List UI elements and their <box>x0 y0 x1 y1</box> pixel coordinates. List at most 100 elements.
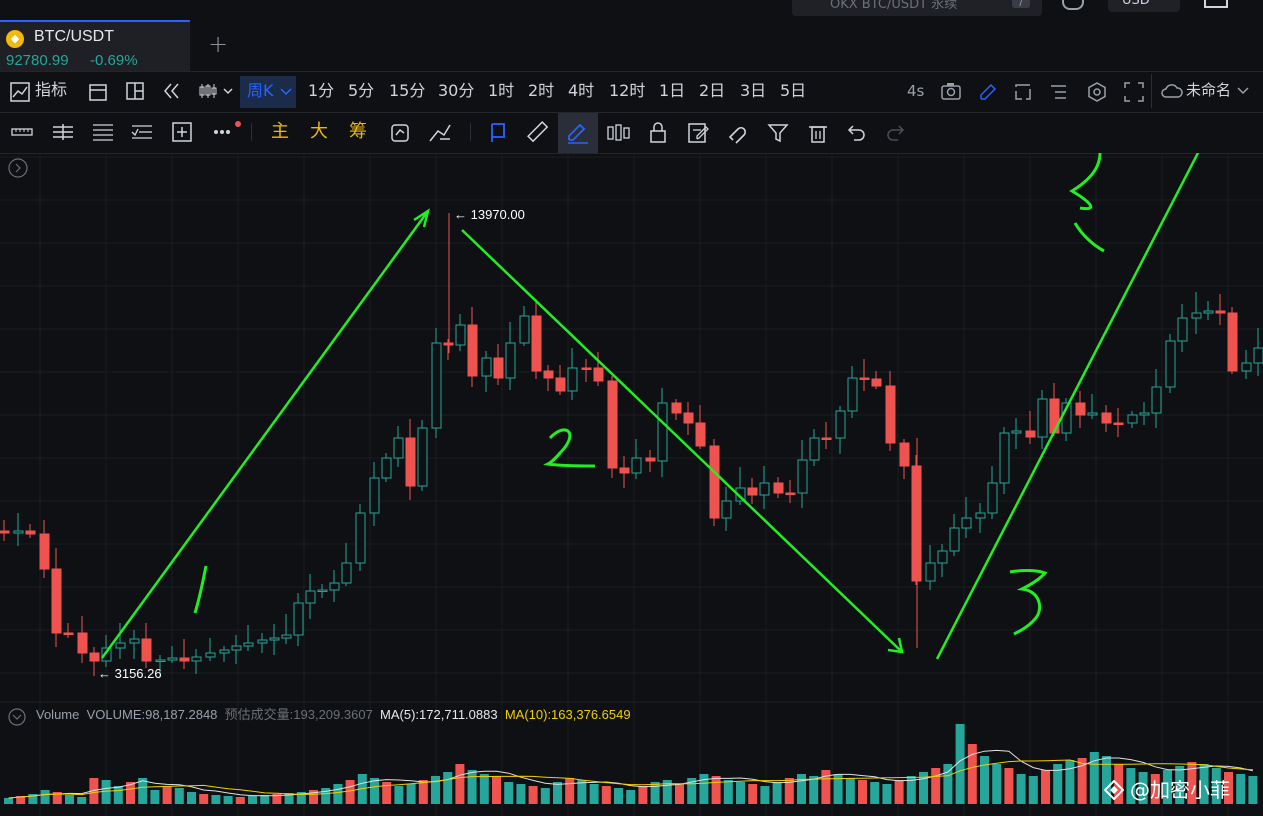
bookmark-flag-icon[interactable] <box>488 122 508 144</box>
search-input[interactable]: OKX BTC/USDT 永续 / <box>792 0 1042 16</box>
timeframe-2h[interactable]: 2时 <box>528 81 555 100</box>
timeframe-1d[interactable]: 1日 <box>659 81 686 100</box>
magnet-icon[interactable] <box>727 122 749 144</box>
alert-add-icon[interactable] <box>1013 82 1033 102</box>
timeframe-15m[interactable]: 15分 <box>389 81 426 100</box>
candle-body <box>0 530 10 534</box>
volume-bar <box>638 786 648 804</box>
refresh-interval[interactable]: 4s <box>907 82 925 100</box>
candle-body <box>317 589 328 592</box>
brush-icon[interactable] <box>566 121 590 145</box>
replay-icon[interactable] <box>162 82 182 100</box>
candle-style-icon[interactable] <box>198 82 236 100</box>
lock-icon[interactable] <box>648 122 668 144</box>
collapse-toggle-icon[interactable] <box>8 158 28 178</box>
drawing-label-2[interactable] <box>543 428 596 468</box>
redo-icon[interactable] <box>886 123 906 141</box>
candle-body <box>1087 412 1098 416</box>
timeframe-1m[interactable]: 1分 <box>308 81 335 100</box>
timeframe-30m[interactable]: 30分 <box>438 81 475 100</box>
timeframe-2d[interactable]: 2日 <box>699 81 726 100</box>
volume-ma10-line <box>8 759 1253 799</box>
bell-icon[interactable] <box>1062 0 1084 10</box>
sync-icon[interactable] <box>389 122 411 144</box>
candle-group-icon[interactable] <box>606 122 630 144</box>
chevron-down-icon[interactable] <box>1237 87 1249 95</box>
candle-body <box>631 457 642 474</box>
add-tab-button[interactable]: + <box>208 30 229 58</box>
candle-body <box>1215 310 1226 314</box>
candle-body <box>63 632 74 635</box>
window-icon[interactable] <box>1204 0 1228 8</box>
collapse-toggle-icon[interactable] <box>8 708 26 726</box>
timeframe-4h[interactable]: 4时 <box>568 81 595 100</box>
layout-name[interactable]: 未命名 <box>1186 82 1232 99</box>
volume-bar <box>1053 764 1063 804</box>
timeframe-3d[interactable]: 3日 <box>740 81 767 100</box>
pencil-icon[interactable] <box>978 82 998 102</box>
volume-bar <box>565 778 575 804</box>
fullscreen-icon[interactable] <box>1124 82 1144 102</box>
cloud-icon[interactable] <box>1161 84 1183 98</box>
volume-bar <box>1175 766 1185 804</box>
main-indicator-button[interactable]: 主 <box>271 121 289 142</box>
candle-body <box>581 367 592 370</box>
volume-bar <box>736 782 745 804</box>
settings-icon[interactable] <box>1087 82 1107 102</box>
trash-icon[interactable] <box>808 122 828 144</box>
indicators-button[interactable]: 指标 <box>35 82 68 99</box>
timeframe-1h[interactable]: 1时 <box>488 81 515 100</box>
symbol-tab[interactable] <box>0 20 190 71</box>
candle-body <box>1127 414 1138 424</box>
candle-body <box>13 530 24 534</box>
timeframe-weekly[interactable]: 周K <box>247 81 274 100</box>
candle-body <box>481 357 492 377</box>
volume-bar <box>1016 774 1026 804</box>
timeframe-5d[interactable]: 5日 <box>780 81 807 100</box>
volume-bar <box>784 778 794 804</box>
trend-compare-icon[interactable] <box>428 122 452 144</box>
candle-body <box>531 315 542 372</box>
volume-bar <box>431 776 440 804</box>
fib-lines-icon[interactable] <box>92 123 114 141</box>
add-box-icon[interactable] <box>172 122 192 142</box>
calendar-icon[interactable] <box>89 82 107 102</box>
edit-note-icon[interactable] <box>687 122 709 144</box>
list-icon[interactable] <box>1050 84 1068 100</box>
ruler-icon[interactable] <box>11 124 33 140</box>
candles <box>0 213 1263 676</box>
volume-bar <box>455 764 465 804</box>
chip-indicator-button[interactable]: 筹 <box>349 121 367 142</box>
timeframe-5m[interactable]: 5分 <box>348 81 375 100</box>
drawing-arrow-up-1[interactable] <box>100 208 430 659</box>
drawing-label-4[interactable] <box>1038 153 1105 253</box>
undo-icon[interactable] <box>846 123 866 141</box>
drawing-arrow-up-3[interactable] <box>935 153 1250 660</box>
big-indicator-button[interactable]: 大 <box>310 121 328 142</box>
currency-select[interactable]: USD <box>1108 0 1180 12</box>
candle-body <box>51 568 62 634</box>
volume-bar <box>1248 776 1258 804</box>
filter-icon[interactable] <box>767 122 789 144</box>
candle-body <box>155 659 166 662</box>
layout-icon[interactable] <box>126 82 144 100</box>
candle-body <box>219 649 230 654</box>
divider <box>470 123 471 141</box>
horizontal-lines-icon[interactable] <box>52 123 74 141</box>
volume-bar <box>296 792 306 804</box>
drawing-label-1[interactable] <box>193 565 208 614</box>
drawing-arrow-down-2[interactable] <box>461 229 904 654</box>
watermark-text: @加密小菲 <box>1130 778 1230 802</box>
volume-bar <box>662 780 672 804</box>
indicator-icon[interactable] <box>10 82 30 102</box>
candlestick-chart[interactable]: ← 13970.00 ← 3156.26 <box>0 153 1263 816</box>
measure-icon[interactable] <box>526 121 548 143</box>
camera-icon[interactable] <box>941 82 961 100</box>
drawing-label-3[interactable] <box>1009 568 1048 636</box>
parallel-channel-icon[interactable] <box>131 123 153 141</box>
candle-body <box>859 377 870 380</box>
candle-body <box>949 527 960 552</box>
more-icon[interactable] <box>212 120 244 140</box>
search-placeholder: OKX BTC/USDT 永续 <box>830 0 958 12</box>
timeframe-12h[interactable]: 12时 <box>609 81 646 100</box>
